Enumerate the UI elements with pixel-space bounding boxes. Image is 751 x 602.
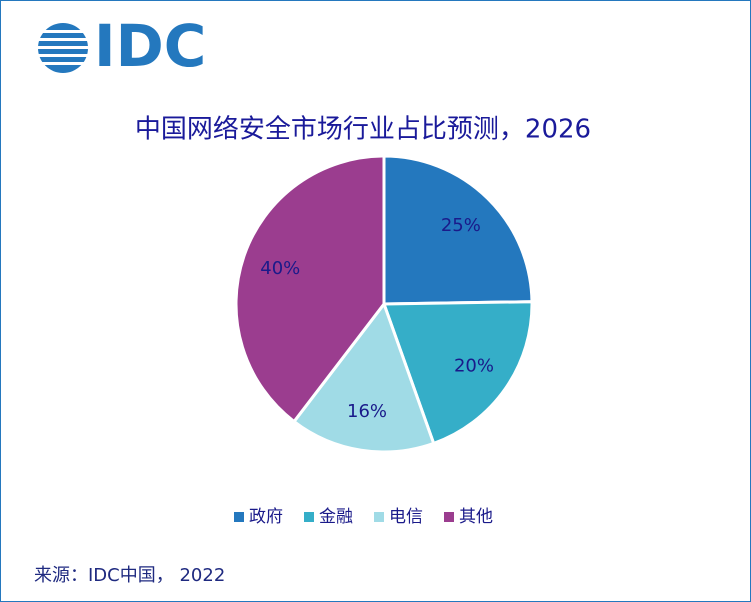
legend-swatch xyxy=(234,512,244,522)
logo-icon xyxy=(36,23,90,73)
legend-label: 金融 xyxy=(319,507,353,527)
legend-label: 其他 xyxy=(459,507,493,527)
data-label: 16% xyxy=(347,401,387,422)
legend-label: 政府 xyxy=(249,507,283,527)
data-label: 20% xyxy=(454,355,494,376)
data-label: 40% xyxy=(260,258,300,279)
pie-slice xyxy=(291,300,436,454)
legend-swatch xyxy=(374,512,384,522)
chart-title: 中国网络安全市场行业占比预测，2026 xyxy=(135,115,591,145)
legend-swatch xyxy=(304,512,314,522)
pie-slice xyxy=(381,300,534,446)
legend-swatch xyxy=(444,512,454,522)
data-label: 25% xyxy=(441,215,481,236)
source: 来源：IDC中国， 2022 xyxy=(34,565,225,586)
pie-slice xyxy=(234,154,386,424)
pie-slice xyxy=(382,154,534,306)
legend-label: 电信 xyxy=(389,507,423,527)
logo: IDC xyxy=(94,12,206,80)
